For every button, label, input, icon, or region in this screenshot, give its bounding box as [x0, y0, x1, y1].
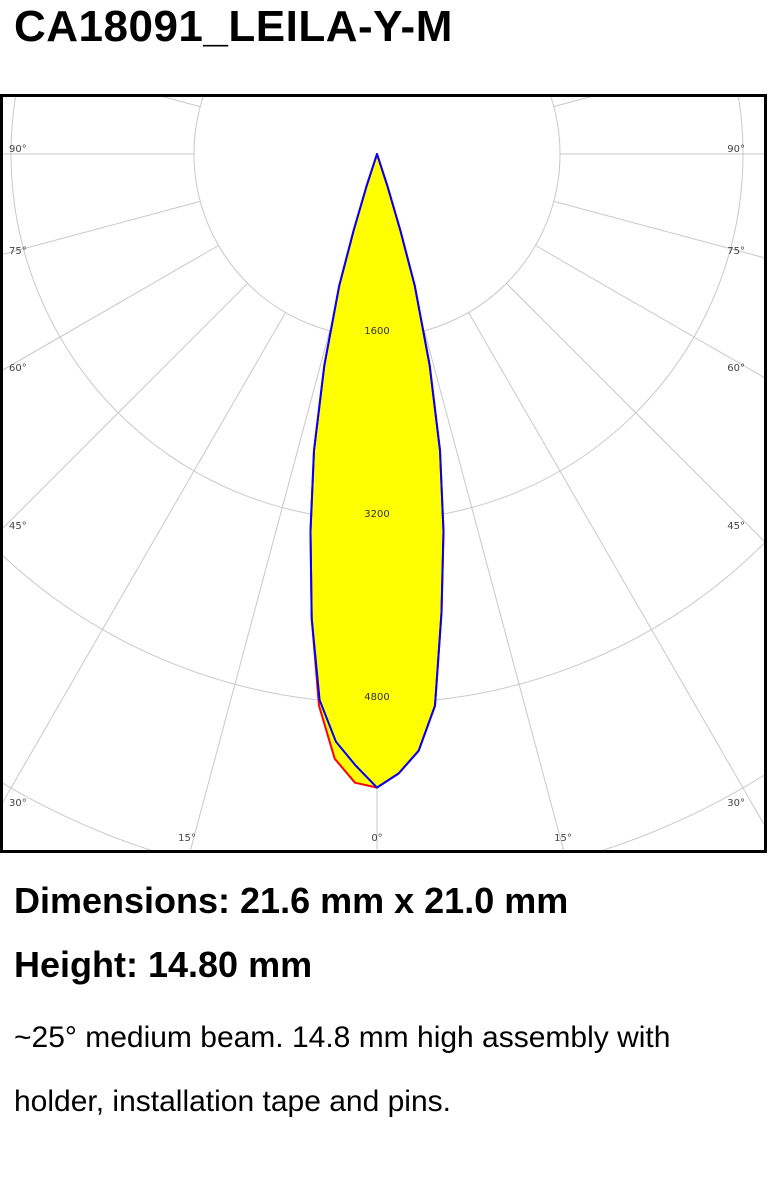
- grid-radial-line: [2, 200, 201, 255]
- grid-radial-line: [423, 330, 565, 851]
- grid-radial-line: [506, 283, 765, 543]
- ring-label: 1600: [364, 326, 389, 337]
- axis-labels: 1600 3200 4800 90° 75° 60° 45° 30° 90° 75° 60° 45° 3…: [9, 144, 745, 844]
- description-text: ~25° medium beam. 14.8 mm high assembly …: [14, 1021, 671, 1118]
- grid-radial-line: [553, 200, 765, 259]
- angle-label-right: 30°: [727, 798, 745, 809]
- chart-frame: [0, 94, 767, 853]
- intensity-fill: [310, 154, 444, 788]
- angle-label-left: 75°: [9, 246, 27, 257]
- angle-label-right: 90°: [727, 144, 745, 155]
- polar-intensity-chart: 1600 3200 4800 90° 75° 60° 45° 30° 90° 75° 60° 45° 3…: [0, 94, 767, 853]
- dimensions-text: Dimensions: 21.6 mm x 21.0 mm: [14, 880, 569, 921]
- angle-label-left: 45°: [9, 521, 27, 532]
- grid-radial-line: [468, 312, 765, 827]
- angle-label-right: 75°: [727, 246, 745, 257]
- angle-label-right: 45°: [727, 521, 745, 532]
- intensity-curve: [309, 153, 445, 789]
- angle-label-bottom: 15°: [554, 833, 572, 844]
- grid-radial-line: [535, 245, 765, 379]
- grid-radial-line: [160, 96, 201, 108]
- angle-label-bottom: 15°: [178, 833, 196, 844]
- intensity-curves: [309, 153, 445, 789]
- grid-radial-line: [2, 283, 248, 530]
- ring-label: 3200: [364, 509, 389, 520]
- grid-radial-line: [2, 312, 286, 804]
- grid-radial-line: [553, 96, 594, 108]
- grid-radial-line: [189, 330, 331, 851]
- product-title: CA18091_LEILA-Y-M: [14, 2, 453, 51]
- angle-label-left: 90°: [9, 144, 27, 155]
- angle-label-right: 60°: [727, 363, 745, 374]
- angle-label-bottom: 0°: [371, 833, 382, 844]
- ring-label: 4800: [364, 692, 389, 703]
- angle-label-left: 60°: [9, 363, 27, 374]
- grid-radial-line: [2, 245, 219, 371]
- height-text: Height: 14.80 mm: [14, 944, 313, 985]
- angle-label-left: 30°: [9, 798, 27, 809]
